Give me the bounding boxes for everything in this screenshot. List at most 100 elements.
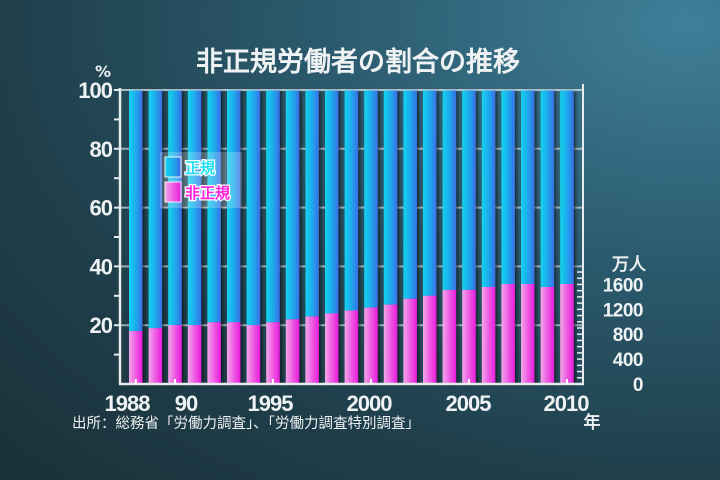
bar-group — [501, 90, 515, 384]
x-tick-label: 2005 — [446, 391, 492, 416]
bar-regular — [364, 90, 378, 308]
legend-label-regular: 正規 — [185, 159, 215, 177]
y-tick-labels: 20 40 60 80 100 — [78, 78, 113, 338]
right-tick-label: 400 — [613, 350, 643, 371]
bars — [129, 90, 574, 384]
bar-nonregular — [383, 304, 398, 384]
bar-regular — [383, 90, 398, 305]
bar-regular — [501, 90, 515, 285]
bar-group — [266, 90, 280, 384]
bar-nonregular — [560, 284, 574, 384]
bar-group — [285, 90, 300, 384]
y-tick-label: 100 — [78, 78, 112, 103]
bar-regular — [560, 90, 574, 285]
bar-group — [129, 90, 143, 384]
bar-nonregular — [403, 298, 417, 384]
bar-nonregular — [207, 322, 221, 384]
bar-group — [227, 90, 241, 384]
bar-nonregular — [501, 284, 515, 384]
bar-group — [344, 90, 359, 384]
bar-nonregular — [462, 289, 476, 384]
bar-regular — [266, 90, 280, 323]
bar-group — [481, 90, 496, 384]
right-tick-label: 1600 — [603, 275, 643, 296]
bar-nonregular — [266, 322, 280, 384]
chart-title: 非正規労働者の割合の推移 — [196, 46, 520, 78]
legend: 正規 非正規 — [160, 152, 242, 208]
legend-swatch-regular — [164, 156, 182, 178]
bar-regular — [423, 90, 437, 296]
bar-regular — [325, 90, 339, 314]
bar-nonregular — [305, 316, 319, 384]
bar-group — [168, 90, 182, 384]
bar-group — [325, 90, 339, 384]
x-tick-label: 1995 — [248, 391, 294, 416]
bar-group — [560, 90, 574, 384]
bar-regular — [403, 90, 417, 299]
x-axis-unit: 年 — [584, 412, 601, 433]
bar-nonregular — [423, 295, 437, 384]
bar-regular — [305, 90, 319, 317]
y-tick-label: 60 — [90, 196, 113, 221]
bar-nonregular — [540, 286, 555, 384]
bar-group — [187, 90, 202, 384]
right-tick-label: 0 — [633, 375, 643, 396]
bar-nonregular — [227, 322, 241, 384]
x-tick-label: 2000 — [347, 391, 393, 416]
bar-regular — [344, 90, 359, 311]
bar-group — [383, 90, 398, 384]
x-tick-label: 90 — [175, 391, 198, 416]
bar-regular — [540, 90, 555, 287]
bar-regular — [207, 90, 221, 323]
bar-nonregular — [325, 313, 339, 384]
bar-group — [442, 90, 457, 384]
y-tick-label: 20 — [90, 313, 113, 338]
x-tick-labels: 1988 90 1995 2000 2005 2010 — [105, 391, 591, 416]
bar-nonregular — [187, 325, 202, 384]
source-note: 出所：総務省「労働力調査」、「労働力調査特別調査」 — [72, 415, 420, 432]
bar-regular — [148, 90, 163, 329]
bar-group — [521, 90, 535, 384]
bar-nonregular — [521, 284, 535, 384]
bar-group — [403, 90, 417, 384]
bar-regular — [246, 90, 261, 326]
bar-group — [207, 90, 221, 384]
bar-nonregular — [285, 319, 300, 384]
bar-regular — [129, 90, 143, 332]
bar-group — [540, 90, 555, 384]
legend-label-nonregular: 非正規 — [185, 184, 230, 202]
axes — [114, 84, 584, 386]
bar-regular — [168, 90, 182, 326]
right-axis-unit: 万人 — [611, 255, 647, 275]
bar-regular — [227, 90, 241, 323]
bar-regular — [462, 90, 476, 290]
bar-regular — [442, 90, 457, 290]
bar-nonregular — [148, 328, 163, 384]
right-tick-label: 800 — [613, 325, 643, 346]
bar-group — [246, 90, 261, 384]
right-tick-labels: 0 400 800 1200 1600 — [603, 275, 644, 396]
bar-regular — [521, 90, 535, 285]
x-tick-label: 1988 — [105, 391, 151, 416]
right-tick-label: 1200 — [603, 300, 643, 321]
bar-regular — [481, 90, 496, 287]
bar-nonregular — [481, 286, 496, 384]
x-tick-label: 2010 — [544, 391, 590, 416]
bar-nonregular — [129, 331, 143, 384]
bar-nonregular — [344, 310, 359, 384]
y-axis-unit: % — [95, 62, 111, 81]
bar-nonregular — [364, 307, 378, 384]
legend-swatch-nonregular — [164, 181, 182, 203]
bar-group — [148, 90, 163, 384]
bar-nonregular — [168, 325, 182, 384]
bar-group — [423, 90, 437, 384]
y-tick-label: 40 — [90, 254, 113, 279]
bar-group — [305, 90, 319, 384]
bar-regular — [285, 90, 300, 320]
bar-nonregular — [442, 289, 457, 384]
bar-group — [364, 90, 378, 384]
bar-regular — [187, 90, 202, 326]
bar-nonregular — [246, 325, 261, 384]
bar-group — [462, 90, 476, 384]
